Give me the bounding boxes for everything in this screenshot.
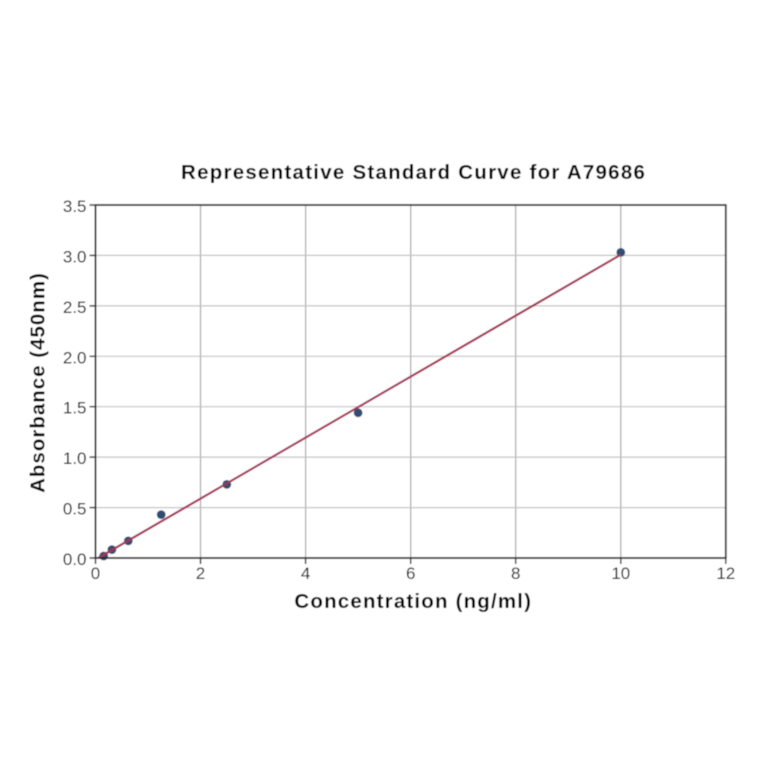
svg-text:0.5: 0.5 — [63, 500, 87, 519]
svg-text:10: 10 — [611, 564, 630, 583]
svg-text:Representative Standard Curve: Representative Standard Curve for A79686 — [181, 161, 646, 184]
svg-text:Absorbance (450nm): Absorbance (450nm) — [27, 272, 50, 493]
svg-text:8: 8 — [511, 564, 520, 583]
svg-text:4: 4 — [301, 564, 310, 583]
svg-text:3.0: 3.0 — [63, 247, 87, 266]
svg-text:3.5: 3.5 — [63, 197, 87, 216]
svg-text:2.5: 2.5 — [63, 298, 87, 317]
svg-text:12: 12 — [716, 564, 735, 583]
svg-text:0: 0 — [91, 564, 100, 583]
svg-text:Concentration (ng/ml): Concentration (ng/ml) — [294, 590, 532, 613]
svg-text:0.0: 0.0 — [63, 550, 87, 569]
svg-text:1.0: 1.0 — [63, 449, 87, 468]
svg-text:6: 6 — [406, 564, 415, 583]
svg-text:2.0: 2.0 — [63, 348, 87, 367]
svg-text:2: 2 — [196, 564, 205, 583]
svg-text:1.5: 1.5 — [63, 399, 87, 418]
